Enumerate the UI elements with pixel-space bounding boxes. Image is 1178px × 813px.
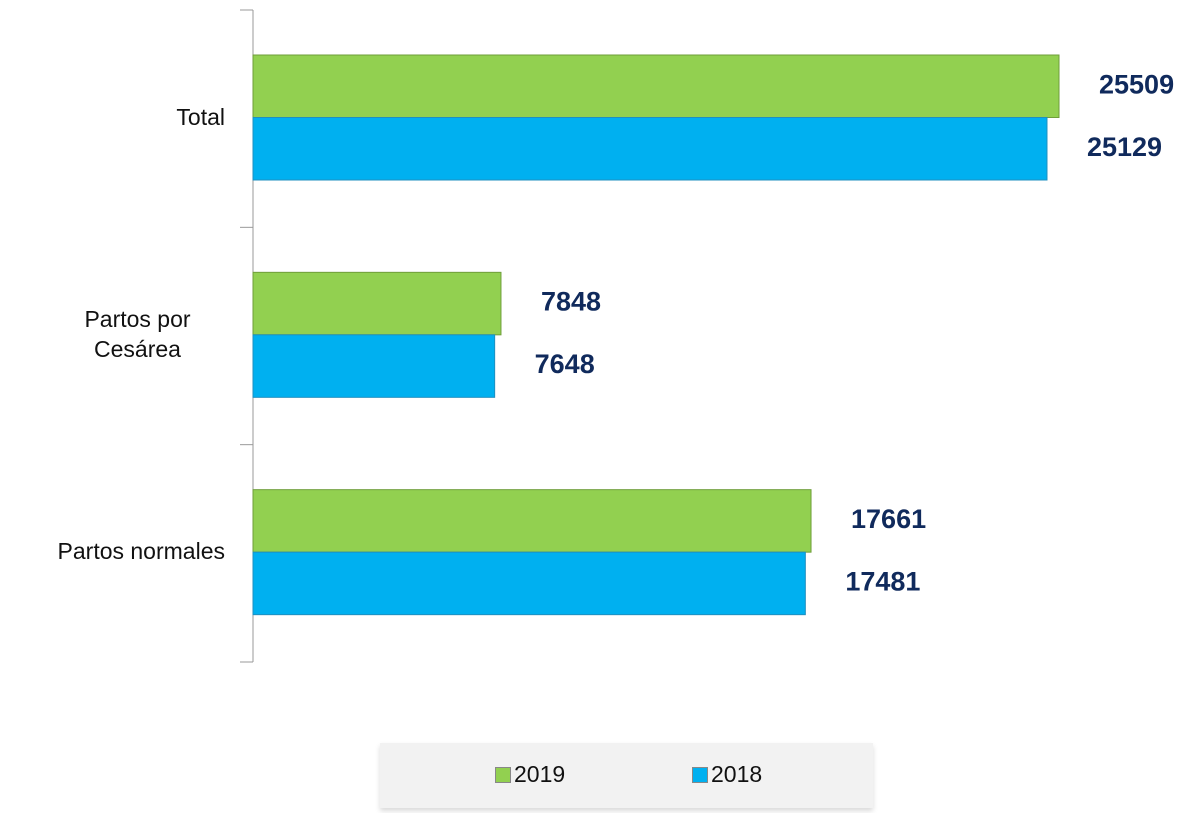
legend: 2019 2018 <box>380 743 873 808</box>
category-text: Total <box>176 103 225 130</box>
value-label: 25129 <box>1087 132 1162 162</box>
bar <box>252 334 496 398</box>
bar <box>252 271 502 336</box>
bar <box>252 54 1060 118</box>
legend-item: 2018 <box>692 761 762 788</box>
legend-item: 2019 <box>495 761 565 788</box>
category-label: Total <box>176 103 225 133</box>
category-label: Partos por Cesárea <box>50 305 225 365</box>
value-label: 17481 <box>845 567 920 597</box>
bar <box>252 117 1048 181</box>
category-text: Partos por Cesárea <box>84 305 191 362</box>
bar <box>252 489 812 553</box>
legend-text: 2018 <box>711 761 763 787</box>
legend-text: 2019 <box>514 761 566 787</box>
value-label: 7848 <box>541 287 601 317</box>
legend-swatch <box>692 766 708 783</box>
legend-swatch <box>495 766 511 783</box>
value-label: 17661 <box>851 504 926 534</box>
value-label: 7648 <box>535 349 595 379</box>
plot: 25509 25129 7848 7648 17661 17481 <box>240 9 1174 663</box>
bar <box>252 551 806 616</box>
value-label: 25509 <box>1099 69 1174 99</box>
category-label: Partos normales <box>58 537 225 567</box>
category-text: Partos normales <box>57 538 225 565</box>
